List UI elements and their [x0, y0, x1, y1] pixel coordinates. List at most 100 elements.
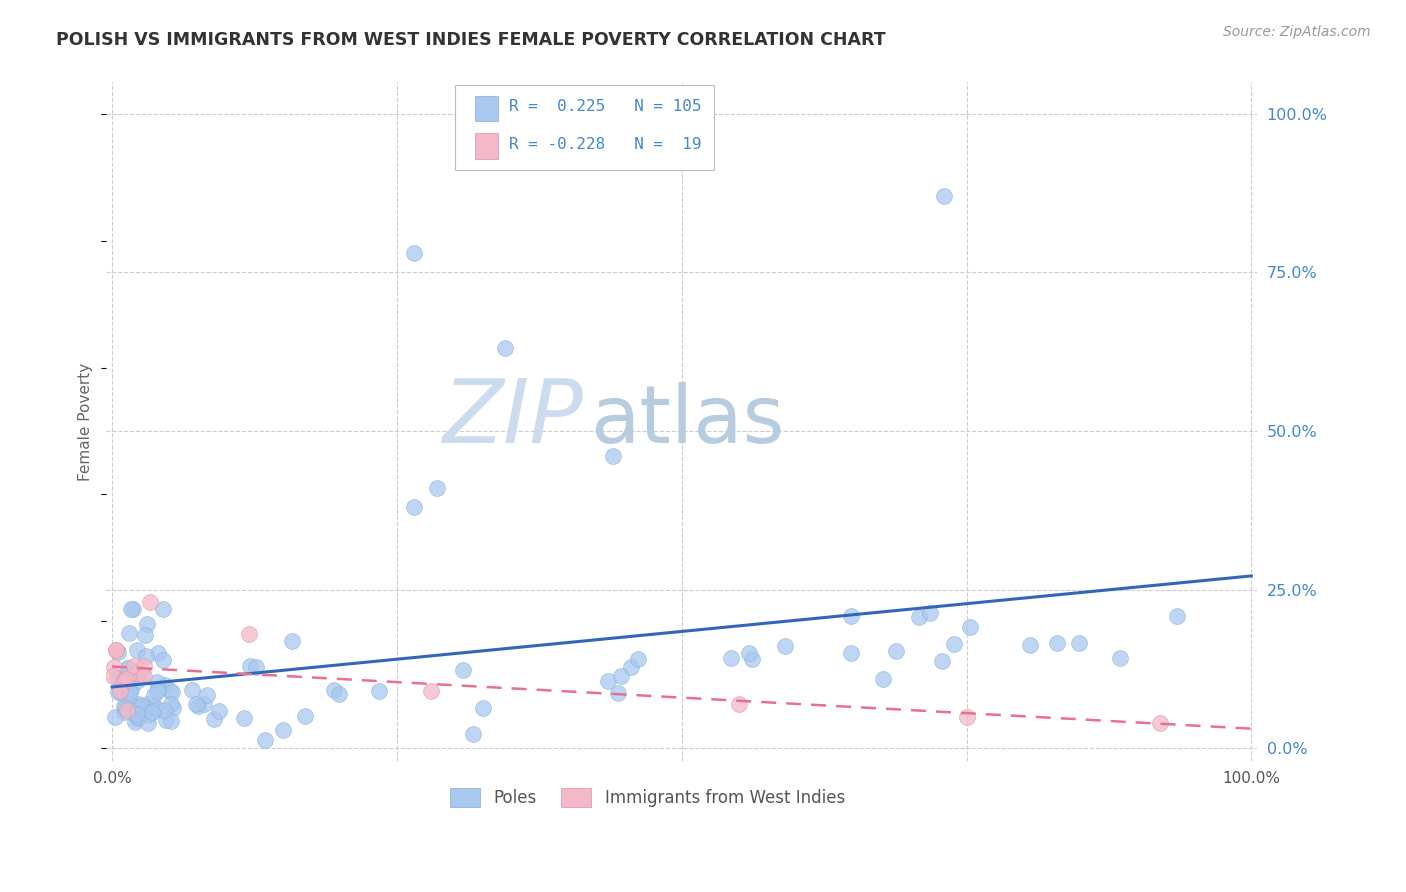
Point: [232, 711, 254, 725]
Point: [135, 648, 157, 663]
Point: [127, 710, 149, 724]
Point: [136, 715, 159, 730]
Point: [181, 683, 204, 698]
Text: R =  0.225   N = 105: R = 0.225 N = 105: [509, 99, 702, 114]
Legend: Poles, Immigrants from West Indies: Poles, Immigrants from West Indies: [443, 781, 852, 814]
Point: [135, 697, 157, 711]
Text: POLISH VS IMMIGRANTS FROM WEST INDIES FEMALE POVERTY CORRELATION CHART: POLISH VS IMMIGRANTS FROM WEST INDIES FE…: [56, 31, 886, 49]
Point: [112, 706, 135, 720]
Point: [146, 684, 169, 698]
Point: [884, 643, 907, 657]
Point: [1018, 638, 1040, 652]
Point: [420, 684, 443, 698]
FancyBboxPatch shape: [475, 95, 498, 121]
Point: [124, 671, 146, 685]
Point: [155, 713, 177, 727]
Point: [107, 685, 129, 699]
Point: [463, 727, 485, 741]
Point: [110, 671, 132, 685]
FancyBboxPatch shape: [456, 86, 714, 170]
Point: [152, 653, 174, 667]
Point: [108, 684, 131, 698]
Text: ZIP: ZIP: [443, 376, 583, 461]
Point: [141, 705, 163, 719]
Point: [239, 658, 262, 673]
Point: [112, 699, 135, 714]
Text: R = -0.228   N =  19: R = -0.228 N = 19: [509, 136, 702, 152]
Point: [118, 669, 141, 683]
Point: [132, 701, 155, 715]
Point: [402, 500, 425, 515]
Point: [607, 686, 630, 700]
Point: [208, 704, 231, 718]
Point: [627, 651, 650, 665]
Point: [125, 666, 148, 681]
Point: [160, 685, 183, 699]
Point: [121, 601, 143, 615]
Point: [127, 709, 149, 723]
Point: [131, 667, 153, 681]
Point: [959, 620, 981, 634]
Point: [472, 701, 495, 715]
Point: [1166, 609, 1188, 624]
Point: [118, 626, 141, 640]
Point: [1109, 651, 1132, 665]
Point: [159, 683, 181, 698]
Point: [120, 681, 142, 696]
Point: [273, 723, 295, 738]
Point: [127, 674, 149, 689]
Text: Source: ZipAtlas.com: Source: ZipAtlas.com: [1223, 25, 1371, 39]
Point: [145, 700, 167, 714]
Point: [202, 712, 225, 726]
Point: [124, 659, 146, 673]
Point: [942, 638, 965, 652]
Point: [918, 607, 941, 621]
Point: [1069, 636, 1091, 650]
Point: [741, 652, 763, 666]
Point: [294, 709, 316, 723]
Point: [143, 688, 166, 702]
Point: [245, 660, 267, 674]
Point: [426, 481, 449, 495]
Point: [160, 714, 183, 729]
Point: [152, 601, 174, 615]
Text: atlas: atlas: [589, 383, 785, 460]
Point: [145, 674, 167, 689]
Point: [738, 646, 761, 660]
Point: [118, 685, 141, 699]
Point: [131, 699, 153, 714]
Point: [124, 715, 146, 730]
Point: [238, 627, 260, 641]
Point: [328, 687, 350, 701]
Point: [112, 673, 135, 688]
Point: [195, 688, 218, 702]
Point: [110, 685, 132, 699]
Point: [367, 683, 389, 698]
Point: [773, 640, 796, 654]
Point: [114, 701, 136, 715]
Point: [1149, 716, 1171, 731]
Point: [955, 709, 977, 723]
Point: [127, 700, 149, 714]
Point: [609, 669, 631, 683]
Point: [494, 342, 516, 356]
Point: [281, 633, 304, 648]
Point: [727, 697, 749, 711]
Point: [125, 707, 148, 722]
Point: [162, 701, 184, 715]
Point: [120, 601, 142, 615]
Point: [139, 595, 162, 609]
Point: [132, 669, 155, 683]
Point: [115, 703, 138, 717]
Point: [932, 189, 955, 203]
Point: [907, 610, 929, 624]
Point: [103, 659, 125, 673]
Point: [598, 674, 620, 689]
Point: [839, 646, 862, 660]
Point: [125, 642, 148, 657]
Point: [451, 664, 474, 678]
Point: [931, 654, 953, 668]
Point: [193, 698, 215, 712]
Point: [402, 246, 425, 260]
Point: [118, 689, 141, 703]
